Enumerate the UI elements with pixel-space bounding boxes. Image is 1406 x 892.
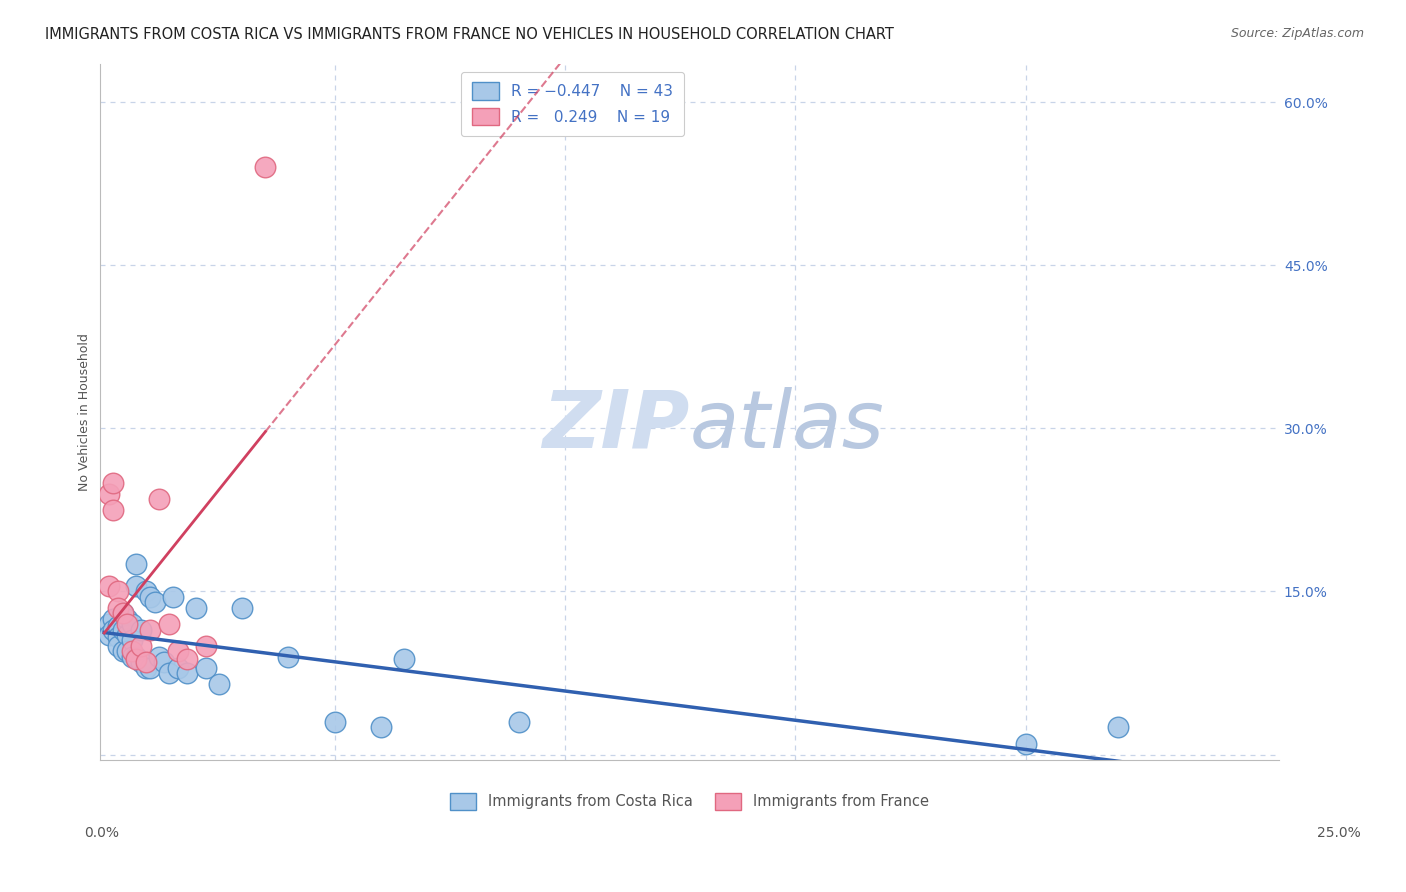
Point bbox=[392, 652, 415, 666]
Point bbox=[167, 660, 190, 674]
Point bbox=[157, 666, 180, 681]
Point bbox=[277, 649, 299, 664]
Y-axis label: No Vehicles in Household: No Vehicles in Household bbox=[79, 333, 91, 491]
Point bbox=[103, 475, 125, 490]
Legend: Immigrants from Costa Rica, Immigrants from France: Immigrants from Costa Rica, Immigrants f… bbox=[444, 787, 935, 815]
Point bbox=[1107, 720, 1129, 734]
Point bbox=[121, 644, 143, 658]
Point bbox=[125, 649, 148, 664]
Text: Source: ZipAtlas.com: Source: ZipAtlas.com bbox=[1230, 27, 1364, 40]
Point bbox=[129, 655, 152, 669]
Point bbox=[186, 600, 208, 615]
Point bbox=[208, 677, 231, 691]
Point bbox=[508, 714, 530, 729]
Point bbox=[231, 600, 253, 615]
Point bbox=[143, 595, 166, 609]
Point bbox=[254, 161, 277, 175]
Text: 0.0%: 0.0% bbox=[84, 826, 118, 839]
Point bbox=[107, 619, 129, 633]
Point bbox=[117, 644, 139, 658]
Point bbox=[111, 644, 134, 658]
Point bbox=[103, 612, 125, 626]
Point bbox=[139, 623, 162, 637]
Point bbox=[194, 639, 217, 653]
Point bbox=[125, 652, 148, 666]
Point bbox=[111, 606, 134, 620]
Point bbox=[111, 606, 134, 620]
Point bbox=[121, 649, 143, 664]
Point bbox=[103, 503, 125, 517]
Point bbox=[176, 652, 198, 666]
Point bbox=[1014, 737, 1036, 751]
Point bbox=[176, 666, 198, 681]
Point bbox=[135, 655, 157, 669]
Point bbox=[121, 617, 143, 632]
Point bbox=[129, 639, 152, 653]
Point bbox=[135, 660, 157, 674]
Point bbox=[194, 660, 217, 674]
Point bbox=[125, 558, 148, 572]
Point bbox=[107, 630, 129, 644]
Text: atlas: atlas bbox=[689, 387, 884, 465]
Text: ZIP: ZIP bbox=[541, 387, 689, 465]
Point bbox=[167, 644, 190, 658]
Point bbox=[111, 623, 134, 637]
Point bbox=[129, 623, 152, 637]
Point bbox=[121, 633, 143, 648]
Text: 25.0%: 25.0% bbox=[1316, 826, 1361, 839]
Point bbox=[117, 628, 139, 642]
Point bbox=[370, 720, 392, 734]
Point bbox=[107, 639, 129, 653]
Point bbox=[97, 486, 120, 500]
Point bbox=[139, 590, 162, 604]
Point bbox=[97, 617, 120, 632]
Point bbox=[323, 714, 346, 729]
Point bbox=[103, 623, 125, 637]
Point bbox=[125, 579, 148, 593]
Point bbox=[157, 617, 180, 632]
Text: IMMIGRANTS FROM COSTA RICA VS IMMIGRANTS FROM FRANCE NO VEHICLES IN HOUSEHOLD CO: IMMIGRANTS FROM COSTA RICA VS IMMIGRANTS… bbox=[45, 27, 894, 42]
Point bbox=[148, 649, 170, 664]
Point bbox=[135, 584, 157, 599]
Point bbox=[162, 590, 184, 604]
Point bbox=[107, 584, 129, 599]
Point bbox=[117, 617, 139, 632]
Point bbox=[97, 579, 120, 593]
Point bbox=[117, 612, 139, 626]
Point bbox=[107, 600, 129, 615]
Point bbox=[139, 660, 162, 674]
Point bbox=[148, 491, 170, 506]
Point bbox=[97, 628, 120, 642]
Point bbox=[153, 655, 176, 669]
